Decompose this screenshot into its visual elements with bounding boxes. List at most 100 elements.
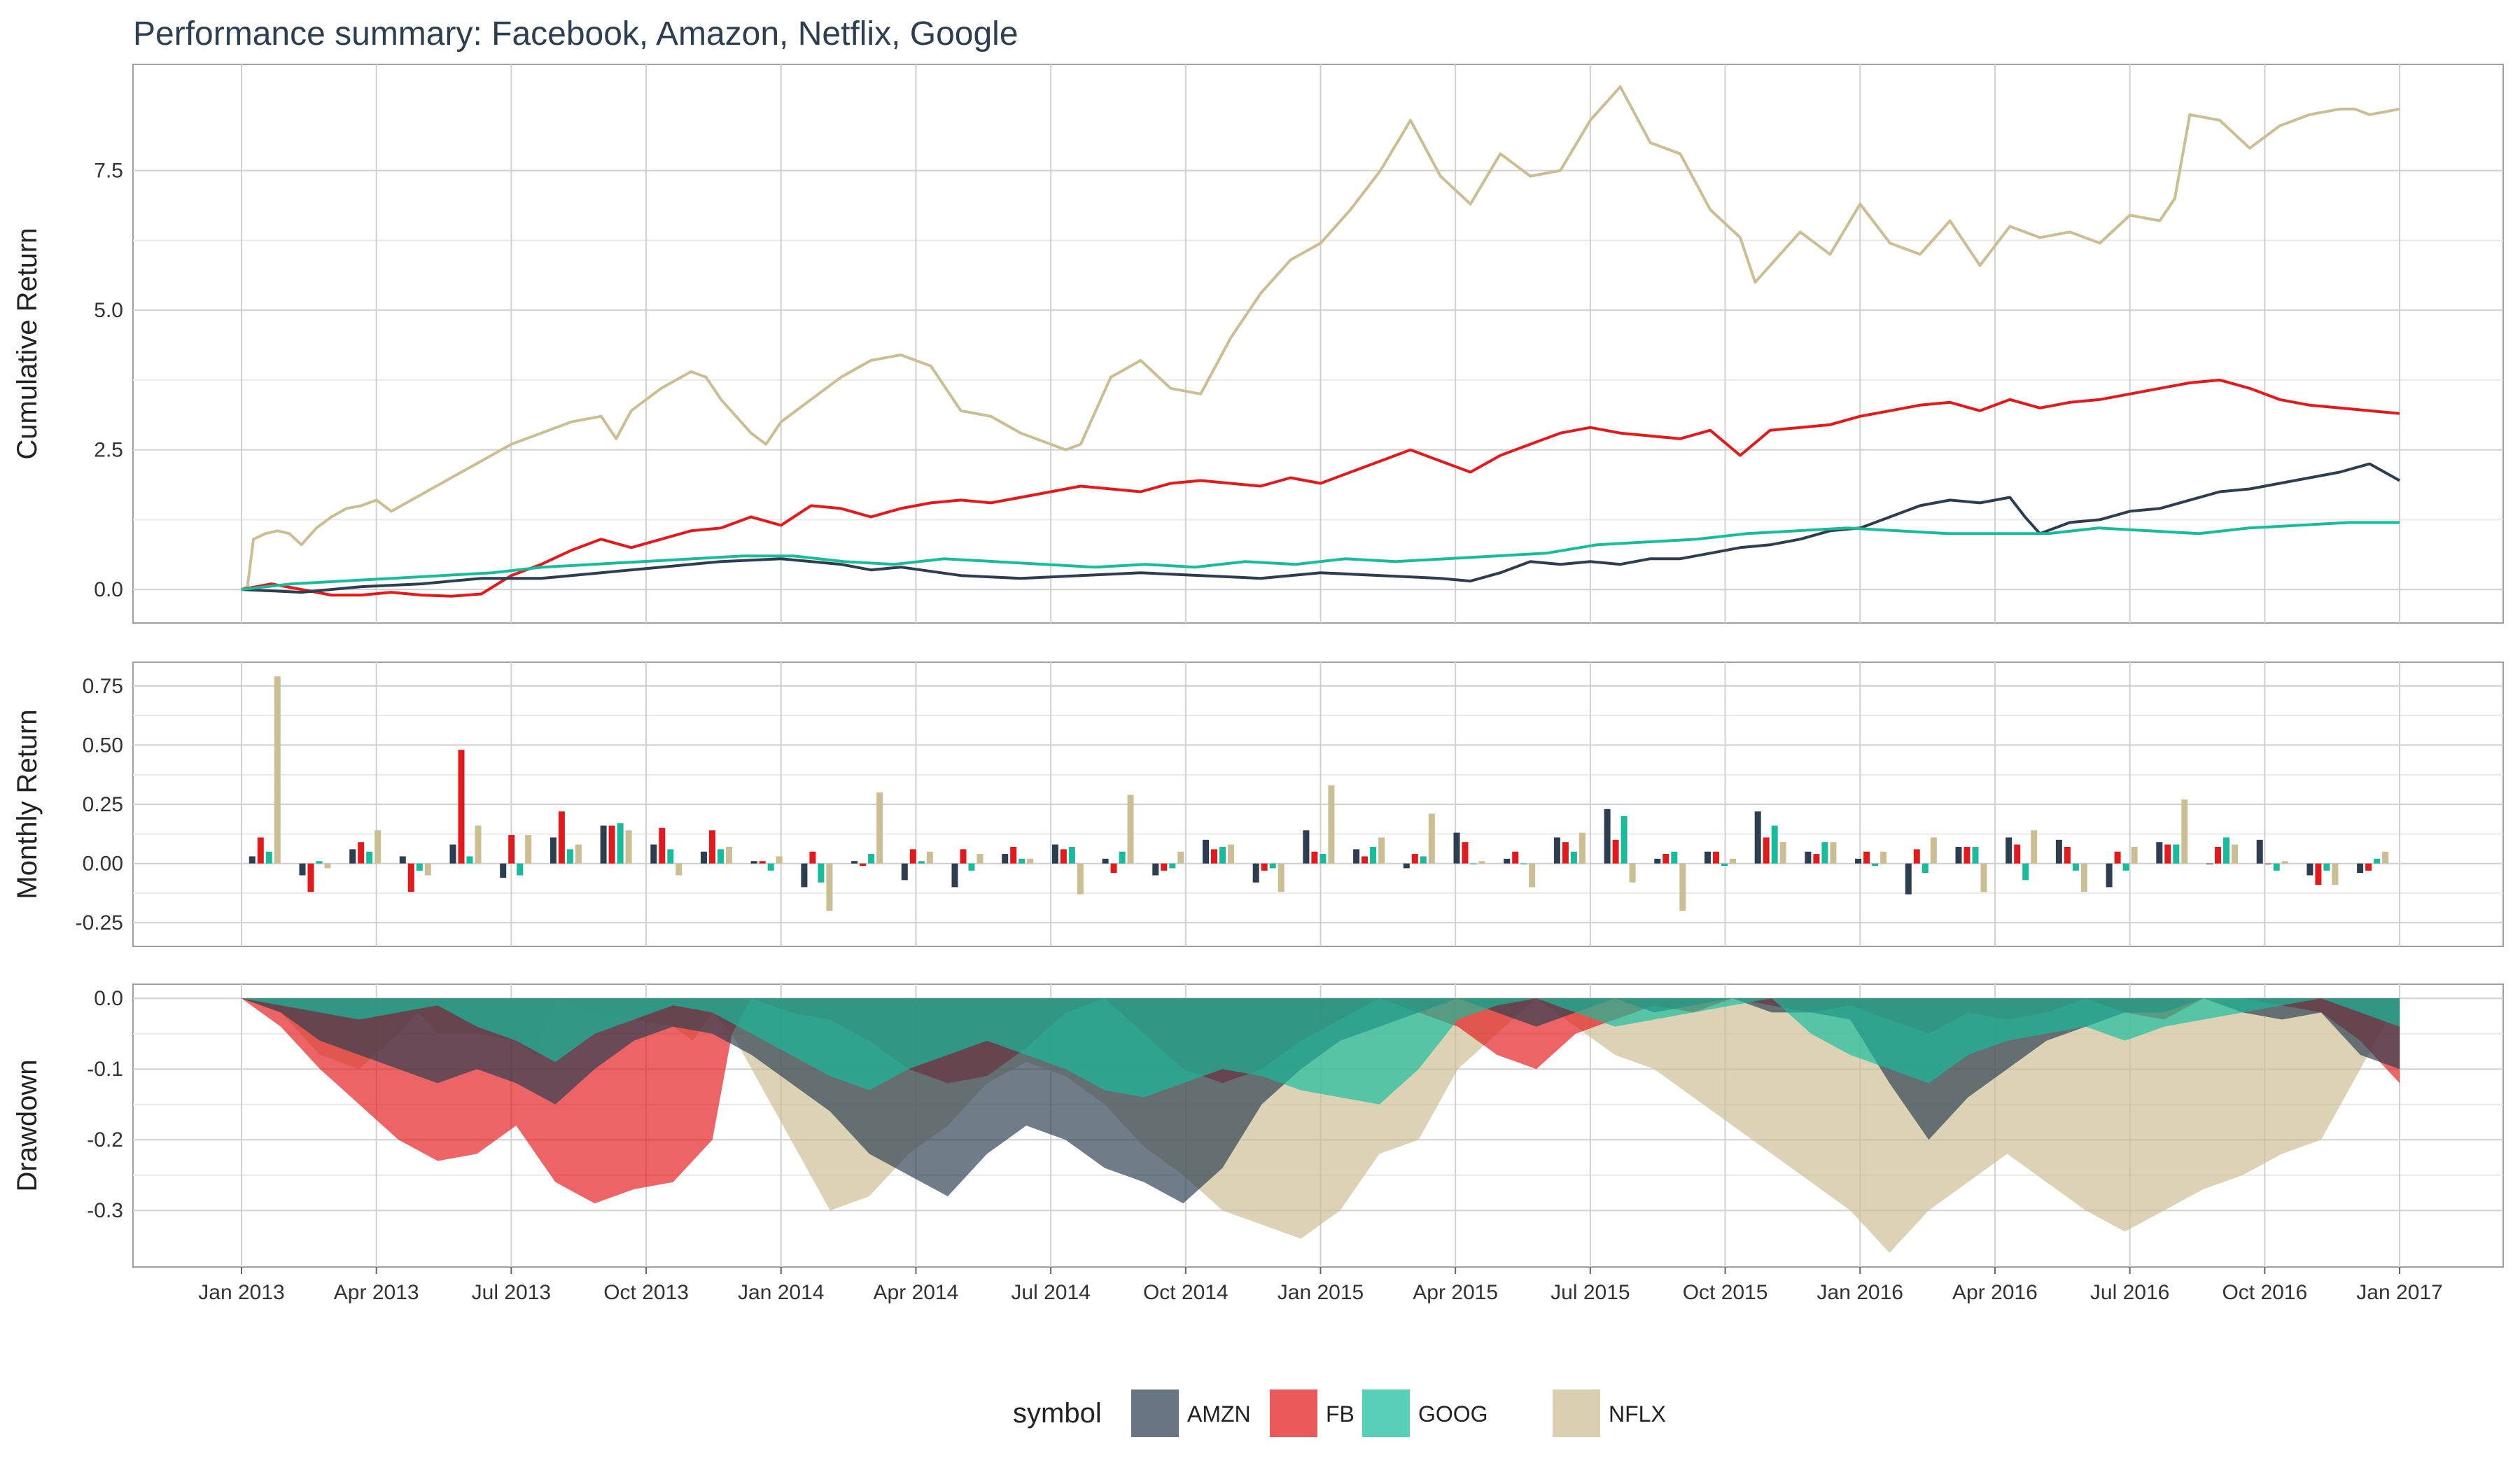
bar-fb — [2014, 844, 2021, 864]
bar-nflx — [2131, 846, 2138, 864]
bar-amzn — [1303, 830, 1310, 864]
bar-nflx — [1830, 842, 1837, 864]
bar-amzn — [1252, 863, 1259, 883]
bar-amzn — [1704, 851, 1711, 864]
bar-fb — [1562, 842, 1569, 864]
bar-nflx — [575, 844, 582, 864]
y-tick-label: 2.5 — [94, 439, 123, 462]
bar-amzn — [1955, 846, 1962, 864]
bar-amzn — [1002, 854, 1009, 864]
bar-goog — [517, 863, 524, 876]
bar-nflx — [1980, 863, 1987, 892]
bar-goog — [2323, 863, 2330, 871]
bar-goog — [2374, 858, 2381, 864]
x-tick-label: Jul 2013 — [472, 1281, 551, 1304]
bar-fb — [1010, 846, 1017, 864]
x-tick-label: Oct 2014 — [1143, 1281, 1228, 1304]
x-tick-label: Jan 2016 — [1817, 1281, 1903, 1304]
bar-amzn — [750, 861, 757, 864]
bar-nflx — [1478, 861, 1485, 864]
bar-fb — [508, 835, 515, 864]
bar-nflx — [1730, 858, 1736, 864]
bar-goog — [1771, 825, 1778, 864]
bar-fb — [2315, 863, 2322, 886]
legend: symbol AMZN FB GOOG NFLX — [1013, 1390, 1666, 1437]
x-tick-label: Oct 2016 — [2222, 1281, 2307, 1304]
bar-goog — [1269, 863, 1276, 869]
y-tick-label: -0.1 — [87, 1058, 123, 1081]
bar-fb — [1261, 863, 1268, 871]
bar-nflx — [1127, 794, 1134, 864]
legend-label-amzn: AMZN — [1187, 1401, 1251, 1427]
y-tick-label: 0.25 — [83, 793, 123, 816]
legend-label-goog: GOOG — [1418, 1401, 1488, 1427]
bar-nflx — [1328, 785, 1335, 864]
bar-fb — [407, 863, 414, 892]
panel-border — [132, 64, 2504, 624]
bar-fb — [1060, 849, 1067, 864]
bar-goog — [1872, 863, 1879, 866]
area-amzn — [241, 998, 2400, 1204]
bar-fb — [1662, 854, 1670, 864]
legend-title: symbol — [1013, 1398, 1102, 1429]
x-tick-label: Jan 2014 — [738, 1281, 824, 1304]
bar-amzn — [1604, 808, 1611, 864]
legend-key-fb — [1270, 1390, 1317, 1437]
bar-fb — [960, 849, 967, 864]
bar-amzn — [500, 863, 507, 878]
bar-fb — [860, 863, 867, 866]
bar-goog — [617, 823, 624, 864]
legend-label-fb: FB — [1326, 1401, 1354, 1427]
bar-nflx — [1880, 851, 1887, 864]
legend-key-nflx — [1553, 1390, 1600, 1437]
bar-amzn — [2055, 839, 2062, 864]
bar-goog — [2223, 837, 2230, 864]
bar-nflx — [776, 856, 783, 864]
bar-goog — [1320, 854, 1326, 864]
bar-goog — [1420, 856, 1427, 864]
bar-fb — [1311, 851, 1318, 864]
bar-amzn — [701, 851, 707, 864]
bar-goog — [667, 849, 674, 864]
bar-fb — [909, 849, 916, 864]
bar-nflx — [1679, 863, 1686, 911]
bar-goog — [918, 861, 925, 864]
bar-fb — [1713, 851, 1719, 864]
bar-fb — [809, 851, 816, 864]
line-amzn — [241, 462, 2400, 594]
line-goog — [241, 521, 2400, 592]
bar-amzn — [1504, 858, 1511, 864]
bar-nflx — [826, 863, 833, 911]
bar-nflx — [475, 825, 482, 864]
bar-fb — [458, 750, 465, 864]
y-tick-label: 0.0 — [94, 578, 123, 601]
y-axis-label: Drawdown — [12, 1060, 43, 1192]
bar-goog — [316, 861, 323, 864]
bar-amzn — [2106, 863, 2113, 888]
bar-nflx — [2382, 851, 2389, 864]
bar-amzn — [449, 844, 456, 864]
line-fb — [241, 378, 2400, 598]
y-tick-label: -0.3 — [87, 1199, 123, 1222]
bar-nflx — [1228, 844, 1234, 864]
bar-fb — [358, 842, 365, 864]
bar-amzn — [2306, 863, 2314, 876]
y-tick-label: -0.25 — [76, 911, 123, 934]
bar-nflx — [676, 863, 682, 876]
x-axis: Jan 2013 Apr 2013 Jul 2013 Oct 2013 Jan 2014… — [198, 1267, 2443, 1304]
bar-amzn — [1102, 858, 1109, 864]
bar-nflx — [726, 846, 732, 864]
bar-amzn — [1453, 832, 1460, 864]
bar-amzn — [1905, 863, 1912, 895]
x-tick-label: Jul 2016 — [2090, 1281, 2169, 1304]
bar-amzn — [1051, 844, 1058, 864]
plot-content — [241, 998, 2400, 1253]
bar-nflx — [976, 854, 983, 864]
bar-goog — [1219, 846, 1226, 864]
line-nflx — [241, 85, 2400, 591]
bar-nflx — [1779, 842, 1786, 864]
y-tick-label: 0.00 — [83, 853, 123, 876]
bar-amzn — [1353, 849, 1360, 864]
bar-fb — [659, 827, 666, 864]
bar-fb — [1612, 839, 1619, 864]
